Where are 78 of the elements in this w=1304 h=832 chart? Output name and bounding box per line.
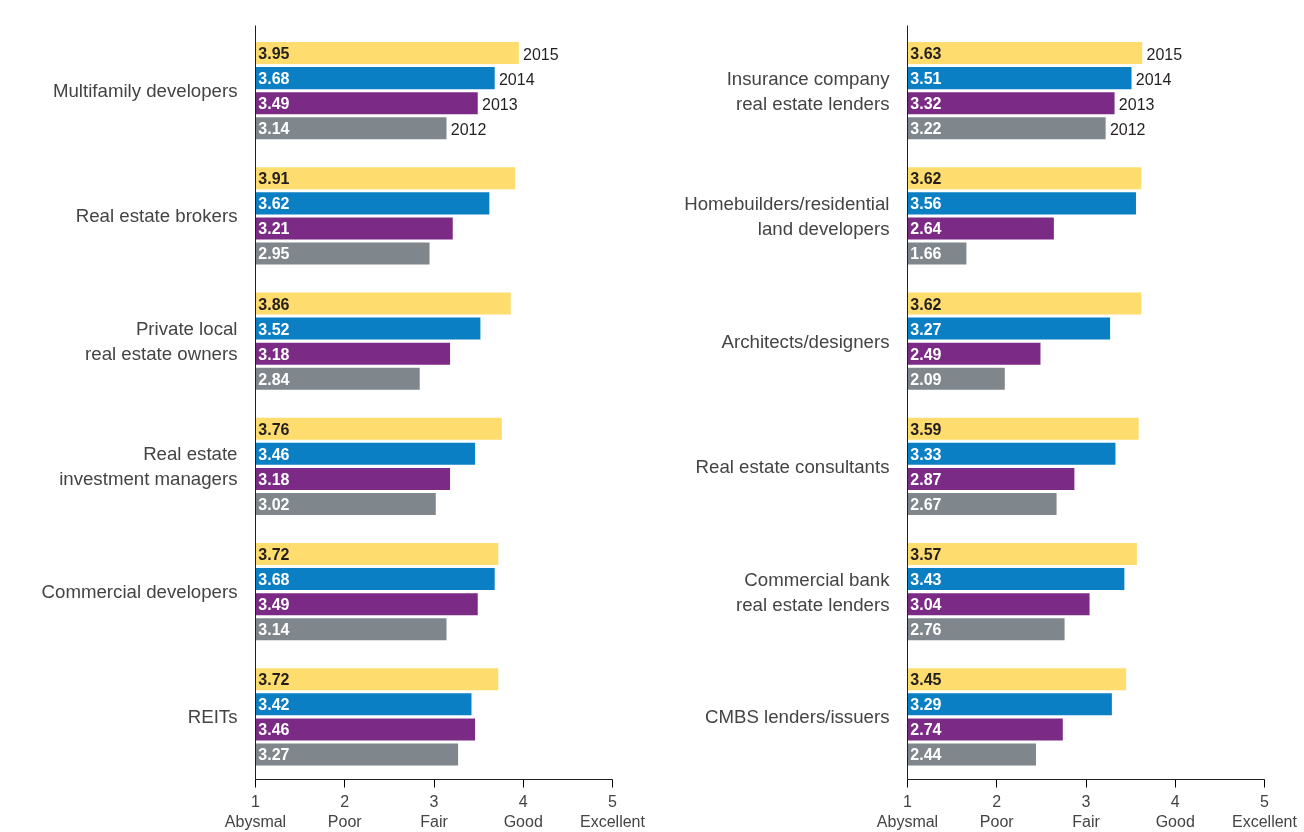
series-label: 2012 bbox=[1109, 121, 1146, 139]
data-label: 2.64 bbox=[910, 220, 942, 238]
x-tick-label: 2 Poor bbox=[979, 792, 1015, 830]
data-label: 3.42 bbox=[258, 696, 290, 714]
series-label: 2014 bbox=[498, 71, 535, 89]
data-label: 3.72 bbox=[258, 546, 290, 564]
data-label: 3.95 bbox=[258, 45, 290, 63]
data-label: 3.04 bbox=[910, 596, 942, 614]
data-label: 3.76 bbox=[258, 420, 290, 438]
data-label: 3.91 bbox=[258, 170, 290, 188]
data-label: 3.57 bbox=[910, 546, 942, 564]
data-label: 3.14 bbox=[258, 621, 290, 639]
data-label: 3.18 bbox=[258, 470, 290, 488]
y-tick-label: Real estate brokers bbox=[75, 205, 238, 227]
series-label: 2012 bbox=[450, 121, 487, 139]
y-tick-label: Multifamily developers bbox=[52, 80, 238, 102]
x-tick-label: 3 Fair bbox=[1072, 792, 1101, 830]
data-label: 3.18 bbox=[258, 345, 290, 363]
y-tick-label: Commercial developers bbox=[41, 581, 238, 603]
y-tick-label: Homebuilders/residential land developers bbox=[684, 192, 890, 239]
x-tick-label: 1 Abysmal bbox=[876, 792, 939, 830]
data-label: 3.68 bbox=[258, 571, 290, 589]
data-label: 3.43 bbox=[910, 571, 942, 589]
series-label: 2013 bbox=[1118, 96, 1155, 114]
series-label: 2014 bbox=[1135, 71, 1172, 89]
x-tick-label: 5 Excellent bbox=[1232, 792, 1298, 830]
x-tick-label: 4 Good bbox=[503, 792, 543, 830]
y-tick-label: CMBS lenders/issuers bbox=[704, 706, 890, 728]
y-tick-label: REITs bbox=[187, 706, 238, 728]
data-label: 3.49 bbox=[258, 95, 290, 113]
data-label: 3.32 bbox=[910, 95, 942, 113]
data-label: 1.66 bbox=[910, 245, 942, 263]
data-label: 3.21 bbox=[258, 220, 290, 238]
data-label: 3.86 bbox=[258, 295, 290, 313]
x-tick-label: 1 Abysmal bbox=[224, 792, 287, 830]
y-tick-label: Real estate consultants bbox=[695, 455, 890, 477]
data-label: 3.52 bbox=[258, 320, 290, 338]
x-tick-label: 4 Good bbox=[1155, 792, 1195, 830]
y-tick-label: Commercial bank real estate lenders bbox=[736, 568, 891, 615]
y-tick-label: Architects/designers bbox=[721, 330, 890, 352]
series-label: 2015 bbox=[1146, 46, 1183, 64]
x-tick-label: 2 Poor bbox=[327, 792, 363, 830]
data-label: 2.84 bbox=[258, 370, 290, 388]
data-label: 3.29 bbox=[910, 696, 942, 714]
x-tick-label: 3 Fair bbox=[420, 792, 449, 830]
y-tick-label: Real estate investment managers bbox=[59, 443, 238, 490]
data-label: 3.14 bbox=[258, 120, 290, 138]
data-label: 2.95 bbox=[258, 245, 290, 263]
data-label: 2.49 bbox=[910, 345, 942, 363]
series-label: 2013 bbox=[482, 96, 518, 114]
data-label: 3.02 bbox=[258, 495, 290, 513]
y-tick-label: Private local real estate owners bbox=[85, 318, 238, 365]
data-label: 3.62 bbox=[910, 170, 942, 188]
data-label: 3.63 bbox=[910, 45, 942, 63]
data-label: 3.49 bbox=[258, 596, 290, 614]
data-label: 3.33 bbox=[910, 445, 942, 463]
data-label: 2.09 bbox=[910, 370, 942, 388]
data-label: 3.45 bbox=[910, 671, 942, 689]
data-label: 3.56 bbox=[910, 195, 942, 213]
data-label: 2.87 bbox=[910, 470, 942, 488]
data-label: 3.68 bbox=[258, 70, 290, 88]
data-label: 3.27 bbox=[258, 746, 290, 764]
data-label: 2.44 bbox=[910, 746, 942, 764]
series-label: 2015 bbox=[523, 46, 559, 64]
y-tick-label: Insurance company real estate lenders bbox=[726, 67, 891, 114]
data-label: 2.67 bbox=[910, 495, 942, 513]
data-label: 2.74 bbox=[910, 721, 942, 739]
data-label: 3.62 bbox=[910, 295, 942, 313]
data-label: 3.46 bbox=[258, 721, 290, 739]
data-label: 3.46 bbox=[258, 445, 290, 463]
data-label: 3.72 bbox=[258, 671, 290, 689]
data-label: 2.76 bbox=[910, 621, 942, 639]
data-label: 3.62 bbox=[258, 195, 290, 213]
data-label: 3.27 bbox=[910, 320, 942, 338]
data-label: 3.51 bbox=[910, 70, 942, 88]
data-label: 3.59 bbox=[910, 420, 942, 438]
data-label: 3.22 bbox=[910, 120, 942, 138]
x-tick-label: 5 Excellent bbox=[580, 792, 646, 830]
